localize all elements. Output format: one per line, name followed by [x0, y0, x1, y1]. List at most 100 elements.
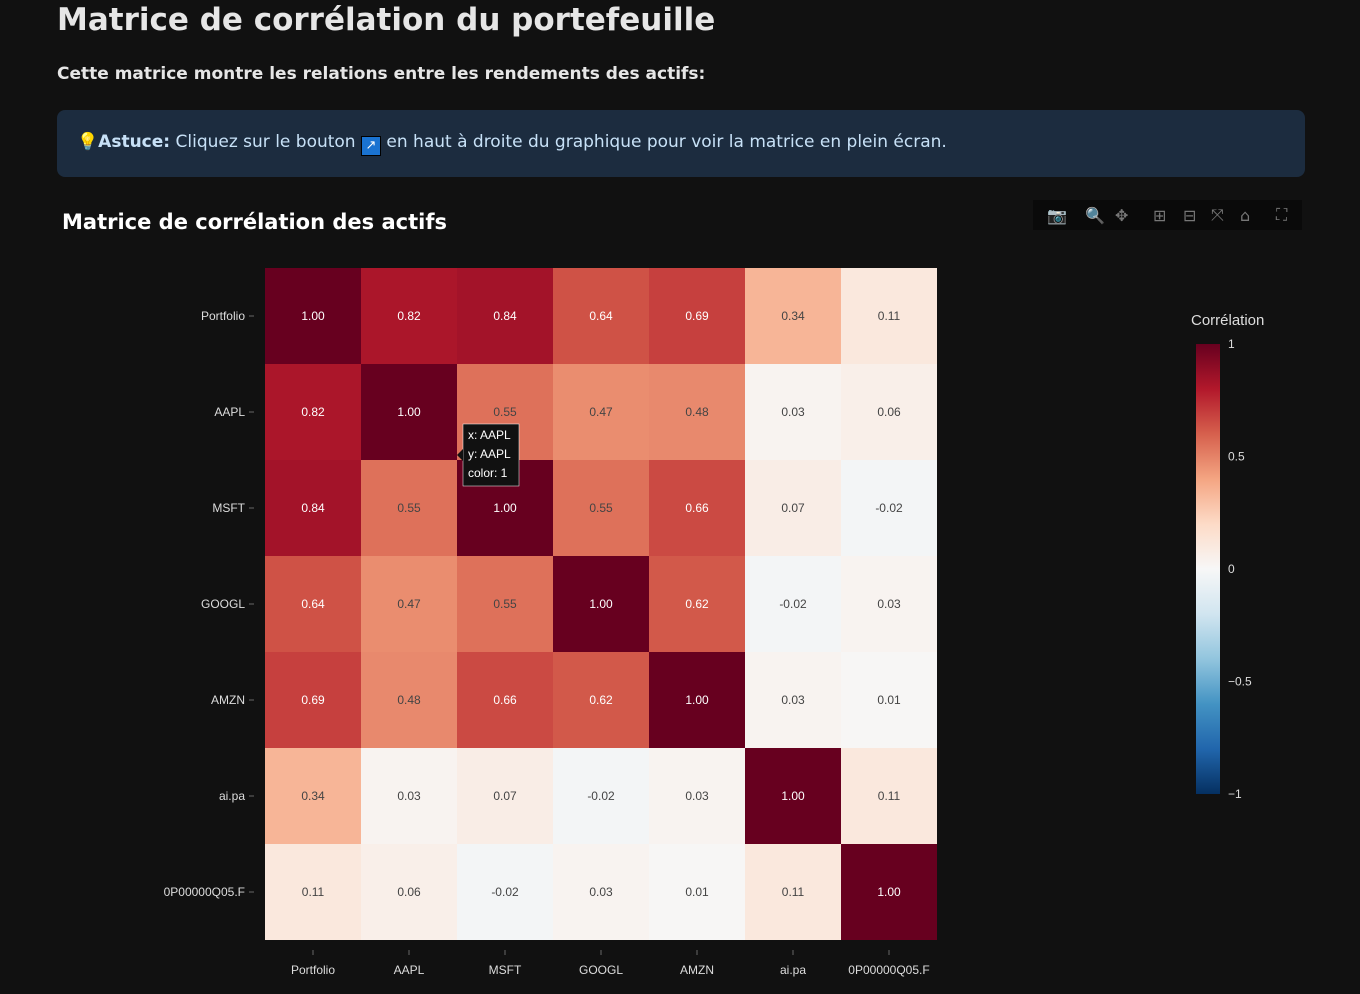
heatmap-cell — [841, 652, 937, 748]
cell-label: 0.34 — [781, 309, 805, 323]
zoom-icon[interactable]: 🔍 — [1085, 205, 1105, 225]
x-tick-label: AAPL — [394, 963, 425, 977]
heatmap-cell — [649, 460, 745, 556]
heatmap-cell — [361, 364, 457, 460]
y-tick-label: MSFT — [212, 501, 245, 515]
page-title: Matrice de corrélation du portefeuille — [57, 2, 716, 38]
cell-label: 1.00 — [397, 405, 421, 419]
heatmap-cell — [553, 268, 649, 364]
heatmap-cell — [553, 844, 649, 940]
expand-arrow-icon: ↗ — [361, 136, 381, 156]
heatmap-cell — [265, 556, 361, 652]
zoom-out-icon[interactable]: ⊟ — [1183, 205, 1197, 225]
autoscale-icon[interactable]: ⤧ — [1211, 205, 1224, 224]
heatmap-cell — [745, 364, 841, 460]
cell-label: 0.84 — [493, 309, 517, 323]
heatmap-cell — [649, 748, 745, 844]
x-tick-label: GOOGL — [579, 963, 623, 977]
cell-label: 0.06 — [397, 885, 421, 899]
cell-label: 0.01 — [685, 885, 709, 899]
heatmap-cell — [457, 268, 553, 364]
heatmap-cell — [361, 556, 457, 652]
cell-label: 0.82 — [301, 405, 325, 419]
heatmap-cell — [841, 268, 937, 364]
colorbar-tick-label: 0 — [1228, 562, 1235, 576]
y-tick-label: AMZN — [211, 693, 245, 707]
heatmap-cell — [553, 748, 649, 844]
cell-label: -0.02 — [587, 789, 615, 803]
cell-label: 0.69 — [301, 693, 325, 707]
zoom-in-icon[interactable]: ⊞ — [1153, 205, 1167, 225]
tooltip-x: x: AAPL — [468, 428, 511, 442]
y-tick-label: GOOGL — [201, 597, 245, 611]
heatmap-cell — [265, 460, 361, 556]
tip-box: 💡Astuce: Cliquez sur le bouton ↗ en haut… — [57, 110, 1305, 177]
heatmap-cell — [265, 748, 361, 844]
tooltip — [462, 423, 520, 487]
cell-label: 0.84 — [301, 501, 325, 515]
cell-label: 0.48 — [685, 405, 709, 419]
heatmap-cell — [745, 460, 841, 556]
colorbar-tick-label: 1 — [1228, 337, 1235, 351]
tooltip-y: y: AAPL — [468, 447, 511, 461]
heatmap-cell — [457, 652, 553, 748]
cell-label: -0.02 — [875, 501, 903, 515]
heatmap-cell — [553, 556, 649, 652]
cell-label: 1.00 — [781, 789, 805, 803]
heatmap-cell — [841, 748, 937, 844]
cell-label: 0.64 — [301, 597, 325, 611]
heatmap-cell — [649, 652, 745, 748]
y-tick-label: ai.pa — [219, 789, 245, 803]
cell-label: 0.47 — [589, 405, 613, 419]
cell-label: 0.62 — [589, 693, 613, 707]
heatmap-cell — [265, 364, 361, 460]
cell-label: 0.55 — [589, 501, 613, 515]
modebar: 📷 🔍 ✥ ⊞ ⊟ ⤧ ⌂ ⛶ — [1033, 200, 1302, 230]
cell-label: 0.55 — [397, 501, 421, 515]
cell-label: 0.64 — [589, 309, 613, 323]
cell-label: 1.00 — [301, 309, 325, 323]
cell-label: 0.55 — [493, 597, 517, 611]
cell-label: 0.55 — [493, 405, 517, 419]
heatmap-cell — [745, 556, 841, 652]
tip-text-end: en haut à droite du graphique pour voir … — [381, 132, 947, 152]
x-tick-label: ai.pa — [780, 963, 806, 977]
cell-label: 0.03 — [781, 693, 805, 707]
heatmap-cell — [745, 268, 841, 364]
heatmap-cell — [361, 748, 457, 844]
pan-icon[interactable]: ✥ — [1115, 205, 1129, 225]
heatmap-cell — [457, 748, 553, 844]
colorbar-tick-label: 0.5 — [1228, 450, 1245, 464]
heatmap-cell — [553, 364, 649, 460]
x-tick-label: Portfolio — [291, 963, 335, 977]
heatmap-cell — [841, 556, 937, 652]
x-tick-label: AMZN — [680, 963, 714, 977]
heatmap-cell — [457, 844, 553, 940]
heatmap-cell — [265, 268, 361, 364]
cell-label: 0.03 — [589, 885, 613, 899]
cell-label: 0.01 — [877, 693, 901, 707]
heatmap-cell — [649, 844, 745, 940]
y-tick-label: Portfolio — [201, 309, 245, 323]
heatmap-cell — [745, 748, 841, 844]
cell-label: 0.66 — [685, 501, 709, 515]
camera-icon[interactable]: 📷 — [1047, 205, 1067, 225]
lightbulb-icon: 💡 — [77, 132, 99, 152]
cell-label: -0.02 — [779, 597, 807, 611]
cell-label: 0.03 — [781, 405, 805, 419]
cell-label: 0.11 — [878, 789, 901, 803]
fullscreen-icon[interactable]: ⛶ — [1276, 205, 1288, 224]
cell-label: 0.06 — [877, 405, 901, 419]
cell-label: 0.11 — [302, 885, 325, 899]
page-subtitle: Cette matrice montre les relations entre… — [57, 64, 706, 84]
cell-label: 0.03 — [397, 789, 421, 803]
heatmap-cell — [553, 652, 649, 748]
colorbar-tick-label: −1 — [1228, 787, 1242, 801]
home-icon[interactable]: ⌂ — [1240, 205, 1251, 225]
cell-label: 0.47 — [397, 597, 421, 611]
cell-label: 1.00 — [493, 501, 517, 515]
cell-label: -0.02 — [491, 885, 519, 899]
cell-label: 0.07 — [493, 789, 517, 803]
cell-label: 0.03 — [685, 789, 709, 803]
